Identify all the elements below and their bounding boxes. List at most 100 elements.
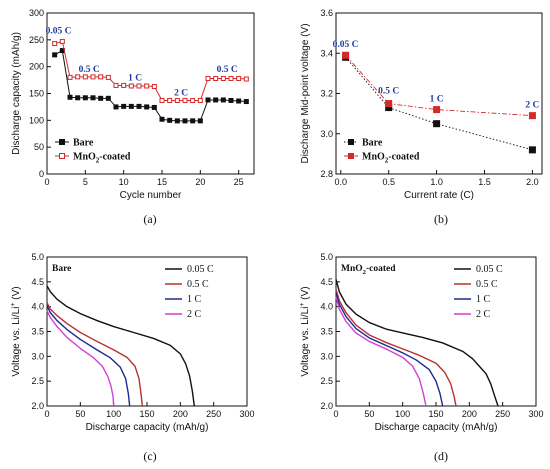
panel-b (335, 12, 543, 175)
data-point-a-0 (98, 95, 104, 101)
data-point-a-0 (228, 97, 234, 103)
x-tick-label-d: 150 (428, 409, 443, 419)
y-tick-label-a: 150 (29, 89, 44, 99)
x-tick-label-b: 0.0 (335, 177, 348, 187)
panel-label-c: (c) (143, 449, 156, 463)
data-point-b-0 (433, 120, 441, 128)
x-tick-label-c: 50 (75, 409, 85, 419)
y-tick-label-c: 2.0 (31, 401, 44, 411)
y-axis-label-b: Discharge Mid-point voltage (V) (300, 23, 311, 163)
legend-label-d-3: 2 C (476, 309, 491, 320)
data-point-a-1 (121, 82, 127, 88)
data-point-a-1 (75, 74, 81, 80)
data-point-b-1 (528, 112, 536, 120)
x-tick-label-c: 250 (206, 409, 221, 419)
y-tick-label-d: 4.0 (320, 302, 333, 312)
y-axis-label-a: Discharge capacity (mAh/g) (11, 32, 22, 155)
panel-label-d: (d) (434, 449, 448, 463)
x-tick-label-c: 200 (173, 409, 188, 419)
x-tick-label-b: 1.5 (478, 177, 491, 187)
series-line-b-1 (345, 54, 533, 117)
data-point-a-1 (174, 97, 180, 103)
plot-frame-d (335, 256, 537, 407)
legend-label-a-0: Bare (73, 138, 94, 149)
data-point-a-1 (159, 97, 165, 103)
series-curve-d-2 (335, 292, 444, 407)
data-point-a-0 (167, 117, 173, 123)
data-point-a-1 (82, 74, 88, 80)
panel-label-b: (b) (434, 212, 448, 226)
y-tick-label-c: 4.0 (31, 302, 44, 312)
data-point-a-0 (174, 118, 180, 124)
data-point-b-1 (433, 106, 441, 114)
data-point-b-1 (385, 100, 393, 108)
data-point-a-1 (136, 83, 142, 89)
data-point-a-0 (213, 97, 219, 103)
panel-label-a: (a) (143, 212, 156, 226)
data-point-a-0 (159, 116, 165, 122)
panel-title-d: MnO2-coated (341, 264, 396, 276)
data-point-a-0 (136, 103, 142, 109)
x-axis-label-b: Current rate (C) (404, 190, 474, 201)
y-tick-label-b: 3.0 (320, 129, 333, 139)
series-line-b-0 (345, 56, 533, 151)
legend-label-d-0: 0.05 C (476, 264, 503, 275)
plot-frame-c (46, 256, 248, 407)
plot-frame-a (46, 12, 255, 175)
legend-label-c-2: 1 C (187, 294, 202, 305)
rate-annotation-a-4: 0.5 C (217, 65, 238, 75)
series-curve-c-1 (46, 302, 144, 407)
y-tick-label-d: 4.5 (320, 277, 333, 287)
data-point-a-0 (105, 95, 111, 101)
data-point-a-0 (67, 94, 73, 100)
data-point-a-0 (236, 98, 242, 104)
y-tick-label-a: 250 (29, 35, 44, 45)
y-axis-label-d: Voltage vs. Li/Li+ (V) (299, 286, 311, 376)
data-point-a-0 (121, 103, 127, 109)
x-tick-label-d: 200 (462, 409, 477, 419)
series-curve-d-0 (335, 279, 499, 407)
series-line-a-0 (54, 49, 247, 122)
y-tick-label-c: 3.0 (31, 351, 44, 361)
rate-annotation-b-3: 2 C (525, 101, 539, 111)
y-tick-label-b: 3.6 (320, 8, 333, 18)
panel-c (46, 256, 248, 407)
data-point-a-1 (167, 97, 173, 103)
data-point-a-0 (128, 103, 134, 109)
series-curve-c-0 (46, 285, 196, 407)
data-point-a-1 (105, 74, 111, 80)
y-tick-label-a: 0 (39, 169, 44, 179)
data-point-a-0 (243, 99, 249, 105)
y-tick-label-d: 2.5 (320, 376, 333, 386)
y-tick-label-c: 2.5 (31, 376, 44, 386)
y-tick-label-b: 3.4 (320, 48, 333, 58)
legend-label-d-1: 0.5 C (476, 279, 498, 290)
x-tick-label-c: 0 (44, 409, 49, 419)
plot-frame-b (335, 12, 543, 175)
series-curve-c-2 (46, 305, 131, 407)
x-tick-label-d: 0 (333, 409, 338, 419)
x-tick-label-d: 250 (495, 409, 510, 419)
y-tick-label-a: 200 (29, 62, 44, 72)
legend-label-c-0: 0.05 C (187, 264, 214, 275)
data-point-a-1 (205, 75, 211, 81)
data-point-a-1 (190, 97, 196, 103)
y-tick-label-d: 3.5 (320, 327, 333, 337)
data-point-a-1 (59, 38, 65, 44)
legend-marker-a-1 (59, 153, 65, 159)
x-tick-label-d: 300 (528, 409, 543, 419)
data-point-a-1 (197, 97, 203, 103)
data-point-a-1 (128, 83, 134, 89)
data-point-b-1 (342, 51, 350, 59)
x-tick-label-a: 15 (157, 177, 167, 187)
y-tick-label-c: 5.0 (31, 252, 44, 262)
rate-annotation-a-0: 0.05 C (46, 26, 72, 36)
legend-label-b-1: MnO2-coated (362, 152, 420, 165)
y-axis-label-c: Voltage vs. Li/Li+ (V) (10, 286, 22, 376)
rate-annotation-a-3: 2 C (174, 89, 188, 99)
panel-title-c: Bare (52, 264, 71, 274)
legend-label-c-1: 0.5 C (187, 279, 209, 290)
data-point-a-1 (52, 41, 58, 47)
x-tick-label-a: 5 (83, 177, 88, 187)
data-point-a-1 (213, 75, 219, 81)
